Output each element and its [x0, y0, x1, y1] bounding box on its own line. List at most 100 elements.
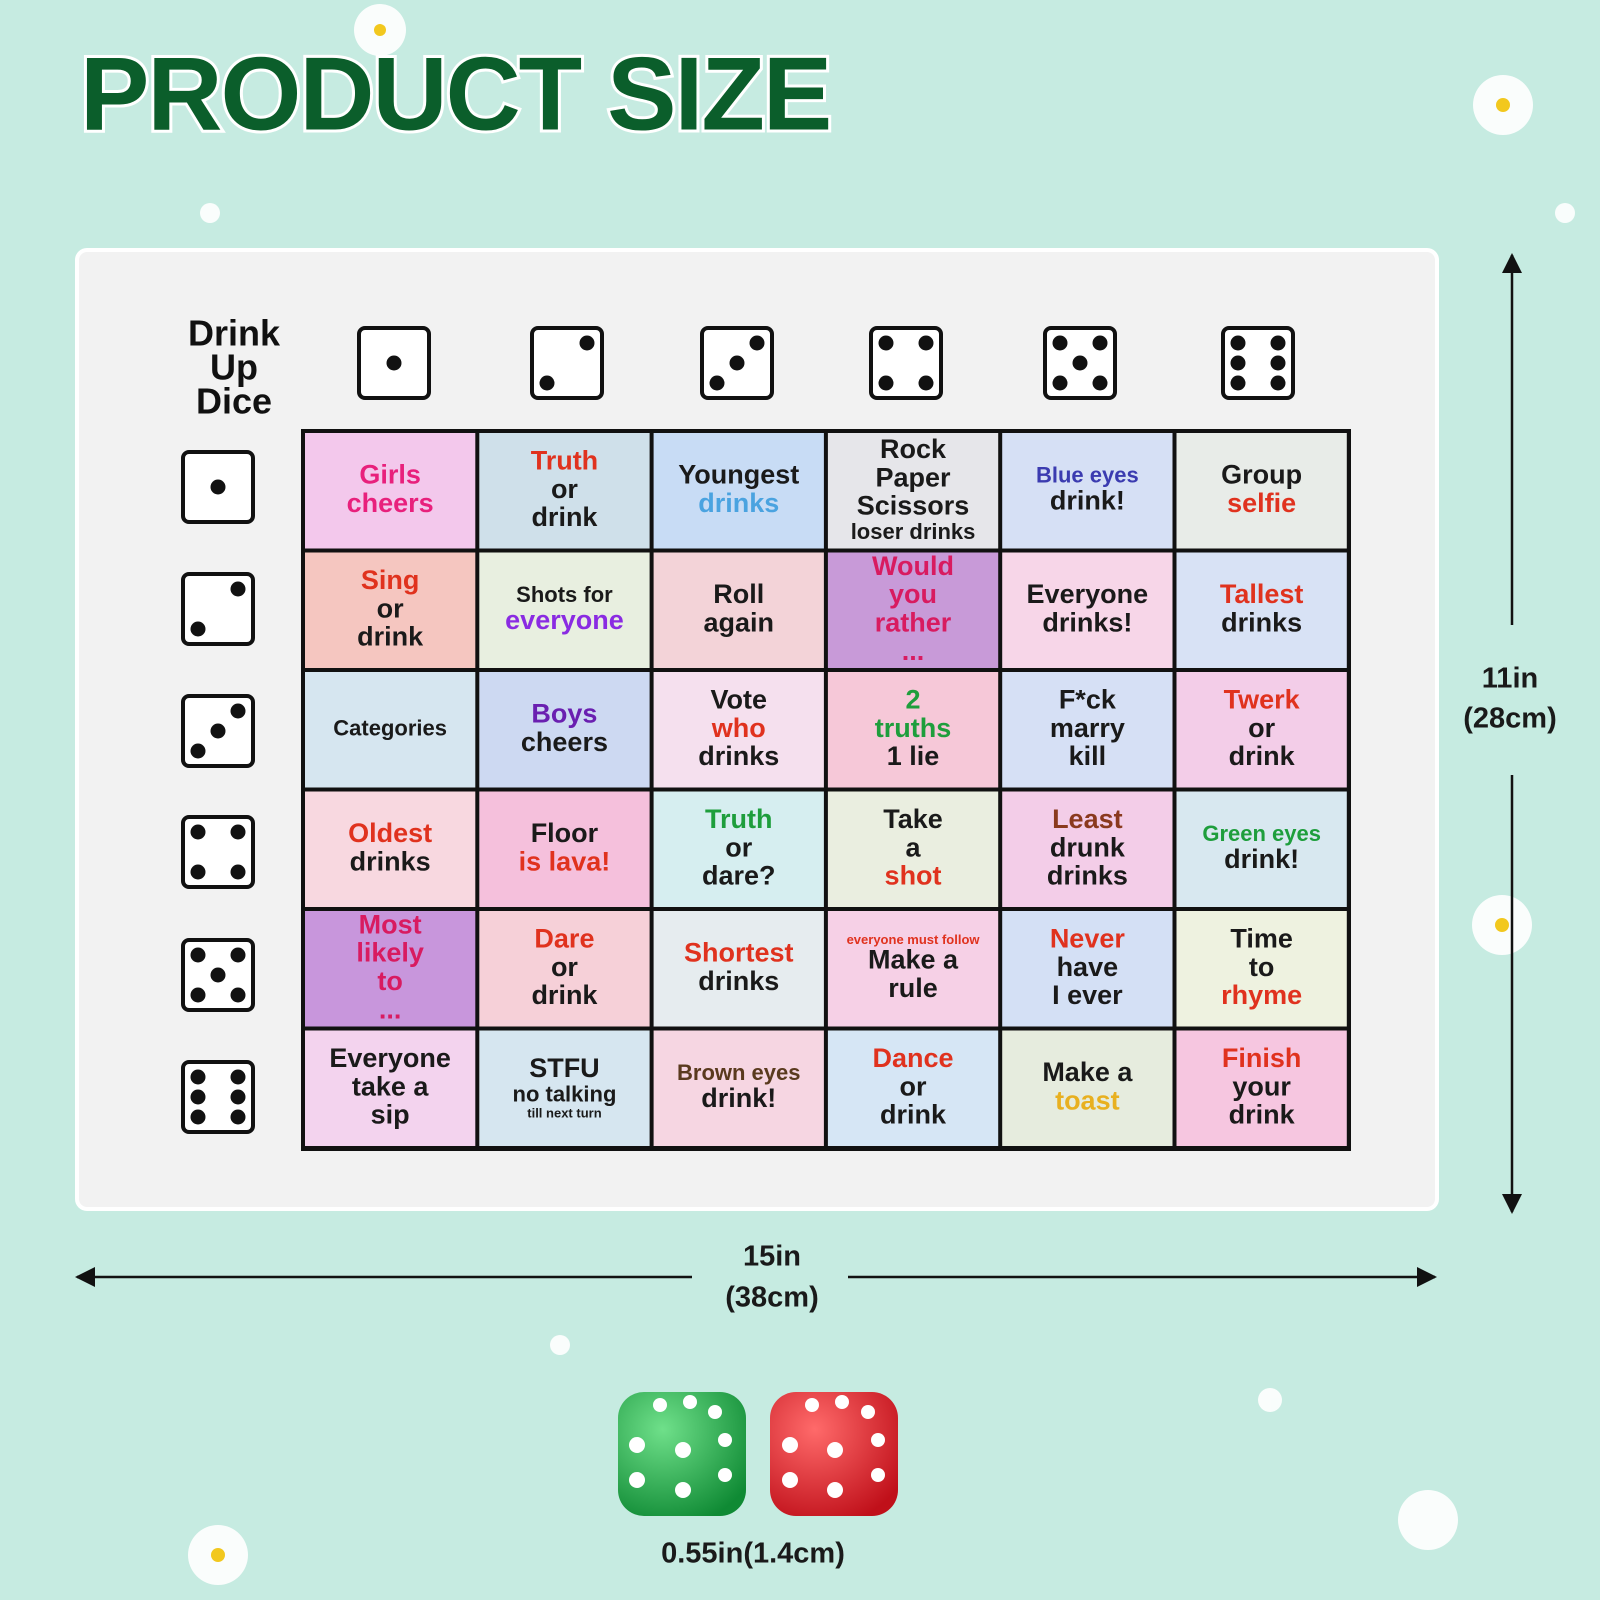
pip: [579, 335, 595, 351]
cell-text: Roll: [713, 579, 764, 609]
cell-text: Everyone: [329, 1043, 451, 1073]
cell-text: Vote: [710, 685, 767, 715]
cell-text: Shortest: [684, 938, 794, 968]
pip: [190, 947, 206, 963]
cell: [479, 433, 650, 549]
cell-text: Rock: [880, 434, 947, 464]
cell-text: drink!: [1224, 844, 1299, 874]
cell: [479, 911, 650, 1027]
cell-text: Boys: [531, 699, 597, 729]
cell-text: drinks: [698, 488, 779, 518]
cell-text: dare?: [702, 861, 776, 891]
cell-text: drinks: [1047, 861, 1128, 891]
cell-text: you: [889, 579, 937, 609]
cell-text: Brown eyes: [677, 1060, 801, 1085]
cell: [653, 433, 824, 549]
cell-text: drinks: [698, 741, 779, 771]
cell: [653, 911, 824, 1027]
pip: [918, 335, 934, 351]
cell-text: drinks: [1221, 608, 1302, 638]
pip: [1230, 375, 1246, 391]
cell-text: Make a: [868, 945, 959, 975]
cell-text: Make a: [1042, 1057, 1133, 1087]
pip: [230, 1069, 246, 1085]
cell-text: Paper: [876, 462, 952, 492]
cell-text: to: [377, 966, 402, 996]
cell-text: no talking: [513, 1081, 617, 1106]
cell-text: Categories: [333, 716, 447, 741]
pip: [190, 824, 206, 840]
pip: [230, 824, 246, 840]
pip: [230, 1089, 246, 1105]
cell-text: ...: [379, 994, 402, 1024]
cell-text: drink: [1229, 1100, 1296, 1130]
pip: [539, 375, 555, 391]
pip: [1052, 335, 1068, 351]
cell-text: again: [703, 608, 774, 638]
cell-text: loser drinks: [851, 519, 976, 544]
cell-text: marry: [1050, 713, 1125, 743]
cell-text: ...: [902, 636, 925, 666]
cells: GirlscheersTruthordrinkYoungestdrinksRoc…: [305, 433, 1347, 1146]
cell-text: drink: [357, 622, 424, 652]
pip: [1270, 355, 1286, 371]
pip: [1270, 375, 1286, 391]
cell: [305, 433, 476, 549]
pip: [190, 864, 206, 880]
title: PRODUCT SIZE: [80, 36, 830, 152]
pip: [190, 1089, 206, 1105]
cell-text: drinks: [698, 966, 779, 996]
cell-text: to: [1249, 952, 1274, 982]
pip: [1052, 375, 1068, 391]
pip: [729, 355, 745, 371]
cell-text: or: [551, 952, 578, 982]
cell-text: kill: [1069, 741, 1107, 771]
cell-text: likely: [356, 938, 424, 968]
pip: [210, 967, 226, 983]
cell-text: Least: [1052, 804, 1123, 834]
cell-text: or: [551, 474, 578, 504]
grid-frame: [301, 429, 1351, 1151]
width-in: 15in: [743, 1241, 801, 1273]
cell-text: rhyme: [1221, 980, 1302, 1010]
cell-text: drink: [880, 1100, 947, 1130]
cell: [305, 672, 476, 788]
cell-text: Never: [1050, 924, 1126, 954]
pip: [1230, 355, 1246, 371]
cell-text: drink!: [701, 1083, 776, 1113]
pip: [709, 375, 725, 391]
mat-title-line: Dice: [196, 381, 272, 422]
cell-text: everyone must follow: [847, 932, 981, 947]
cell-text: 1 lie: [887, 741, 940, 771]
cell-text: Time: [1230, 924, 1293, 954]
cell-text: Tallest: [1220, 579, 1304, 609]
cell-text: rather: [875, 608, 952, 638]
pip: [190, 987, 206, 1003]
cell-text: Youngest: [678, 460, 799, 490]
cell-text: or: [725, 832, 752, 862]
cell: [1176, 552, 1347, 668]
cell: [827, 433, 999, 549]
cell-text: STFU: [529, 1053, 600, 1083]
pip: [878, 375, 894, 391]
cell-text: Green eyes: [1202, 821, 1321, 846]
cell-text: or: [377, 593, 404, 623]
cell: [305, 552, 476, 668]
cell: [305, 1030, 476, 1146]
pip: [1092, 375, 1108, 391]
cell-text: sip: [371, 1100, 410, 1130]
cell: [827, 1030, 999, 1146]
cell: [305, 911, 476, 1027]
cell-text: Blue eyes: [1036, 462, 1139, 487]
cell-text: Twerk: [1224, 685, 1301, 715]
cell-text: toast: [1055, 1086, 1120, 1116]
cell: [1176, 791, 1347, 907]
cell-text: rule: [888, 973, 938, 1003]
cell: [1176, 433, 1347, 549]
flower-centers: [211, 24, 1510, 1562]
dice-size: 0.55in(1.4cm): [661, 1538, 845, 1570]
mat-title-line: Up: [210, 347, 258, 388]
